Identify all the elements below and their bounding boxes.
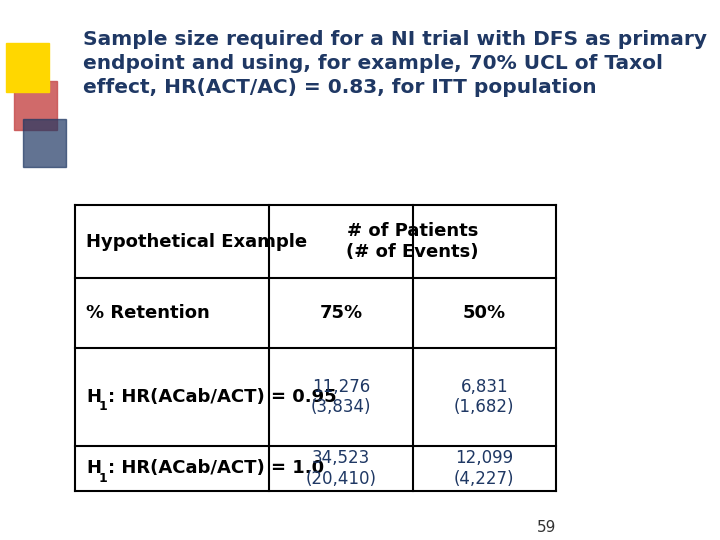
Bar bbox=[23, 119, 66, 167]
Text: Hypothetical Example: Hypothetical Example bbox=[86, 233, 307, 251]
Text: effect, HR(ACT/AC) = 0.83, for ITT population: effect, HR(ACT/AC) = 0.83, for ITT popul… bbox=[83, 78, 597, 97]
Text: 6,831
(1,682): 6,831 (1,682) bbox=[454, 377, 515, 416]
Text: 11,276
(3,834): 11,276 (3,834) bbox=[311, 377, 372, 416]
Text: 1: 1 bbox=[99, 471, 107, 485]
Text: endpoint and using, for example, 70% UCL of Taxol: endpoint and using, for example, 70% UCL… bbox=[83, 54, 663, 73]
Text: : HR(ACab/ACT) = 1.0: : HR(ACab/ACT) = 1.0 bbox=[108, 460, 324, 477]
Text: 12,099
(4,227): 12,099 (4,227) bbox=[454, 449, 515, 488]
Text: : HR(ACab/ACT) = 0.95: : HR(ACab/ACT) = 0.95 bbox=[108, 388, 336, 406]
Text: H: H bbox=[86, 388, 101, 406]
Text: Sample size required for a NI trial with DFS as primary: Sample size required for a NI trial with… bbox=[83, 30, 707, 49]
Text: 50%: 50% bbox=[463, 304, 506, 322]
Text: H: H bbox=[86, 460, 101, 477]
Text: 1: 1 bbox=[99, 400, 107, 413]
Text: % Retention: % Retention bbox=[86, 304, 210, 322]
Text: # of Patients
(# of Events): # of Patients (# of Events) bbox=[346, 222, 479, 261]
Text: 59: 59 bbox=[536, 519, 556, 535]
Text: 34,523
(20,410): 34,523 (20,410) bbox=[305, 449, 377, 488]
Bar bbox=[14, 81, 58, 130]
Bar bbox=[6, 43, 49, 92]
Text: 75%: 75% bbox=[320, 304, 363, 322]
